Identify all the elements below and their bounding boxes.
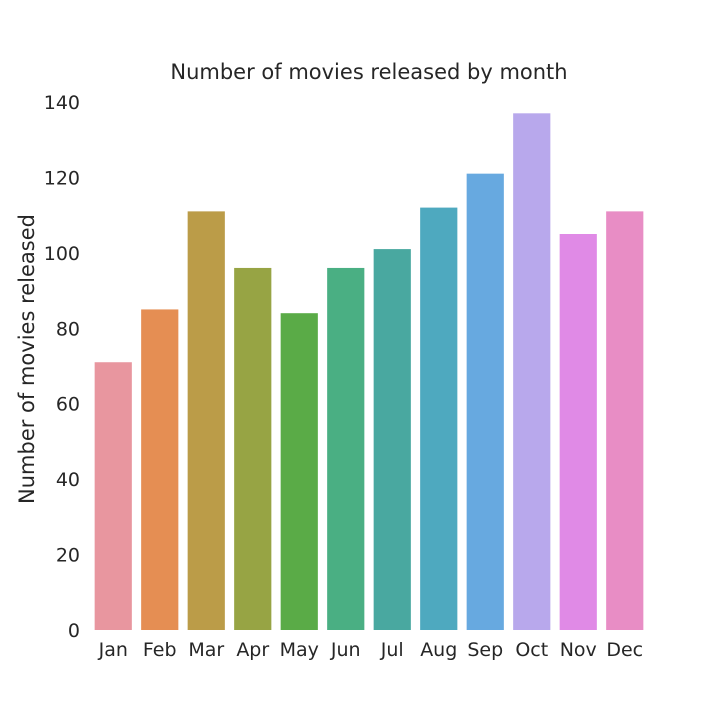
bar-apr — [234, 267, 272, 630]
x-tick-label-feb: Feb — [143, 639, 177, 661]
y-tick-label-40: 40 — [56, 469, 80, 491]
x-tick-label-jun: Jun — [330, 639, 361, 661]
x-tick-label-nov: Nov — [560, 639, 597, 661]
x-tick-label-aug: Aug — [420, 639, 457, 661]
bar-nov — [559, 234, 597, 630]
bar-mar — [187, 211, 225, 630]
x-tick-label-apr: Apr — [236, 639, 269, 661]
bar-feb — [141, 309, 179, 630]
y-tick-label-0: 0 — [68, 620, 80, 642]
y-tick-label-140: 140 — [44, 92, 80, 114]
x-tick-label-jul: Jul — [380, 639, 404, 661]
bar-aug — [420, 207, 458, 630]
bar-jul — [373, 249, 411, 630]
x-tick-label-mar: Mar — [188, 639, 224, 661]
bar-group — [94, 113, 644, 630]
x-tick-label-sep: Sep — [467, 639, 503, 661]
chart-title: Number of movies released by month — [170, 60, 567, 84]
x-tick-label-jan: Jan — [98, 639, 128, 661]
y-tick-label-60: 60 — [56, 394, 80, 416]
x-tick-labels: Jan Feb Mar Apr May Jun Jul Aug Sep Oct Nov Dec — [98, 639, 644, 661]
y-tick-label-100: 100 — [44, 243, 80, 265]
y-tick-labels: 0 20 40 60 80 100 120 140 — [44, 92, 80, 642]
y-axis-label: Number of movies released — [15, 214, 39, 504]
x-tick-label-dec: Dec — [606, 639, 643, 661]
bar-oct — [513, 113, 551, 630]
y-tick-label-120: 120 — [44, 167, 80, 189]
bar-sep — [466, 173, 504, 630]
x-tick-label-oct: Oct — [515, 639, 548, 661]
x-tick-label-may: May — [280, 639, 319, 661]
bar-dec — [606, 211, 644, 630]
bar-jun — [327, 267, 365, 630]
y-tick-label-20: 20 — [56, 545, 80, 567]
bar-may — [280, 313, 318, 630]
bar-jan — [94, 362, 132, 630]
y-tick-label-80: 80 — [56, 318, 80, 340]
